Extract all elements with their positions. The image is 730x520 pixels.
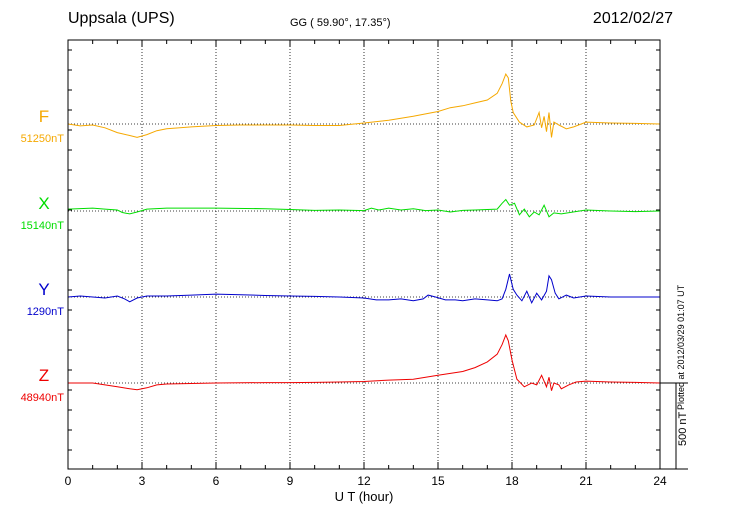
plotted-note: Plotted at 2012/03/29 01:07 UT (676, 284, 686, 410)
series-baseline-f: 51250nT (21, 133, 65, 145)
x-tick-label: 3 (139, 474, 146, 488)
x-tick-label: 18 (505, 474, 519, 488)
x-tick-label: 0 (65, 474, 72, 488)
x-tick-label: 21 (579, 474, 593, 488)
series-baseline-x: 15140nT (21, 220, 65, 232)
plot-frame (67, 39, 661, 470)
series-baseline-z: 48940nT (21, 392, 65, 404)
x-axis-label: U T (hour) (335, 489, 394, 504)
chart-axes (67, 39, 688, 470)
series-line-x (67, 198, 661, 218)
chart-date: 2012/02/27 (592, 10, 673, 27)
series-name-z: Z (39, 366, 49, 385)
series-name-x: X (38, 194, 49, 213)
series-name-y: Y (38, 280, 49, 299)
series-line-y (67, 273, 660, 304)
scale-bar (660, 382, 688, 470)
x-tick-label: 24 (653, 474, 667, 488)
x-tick-label: 15 (431, 474, 445, 488)
series-line-f (67, 73, 661, 138)
series-line-z (68, 333, 661, 391)
station-title: Uppsala (UPS) (68, 10, 175, 27)
chart-series (67, 73, 661, 391)
chart-labels: 0 3 6 9 12 15 18 21 24 U T (hour) F 51250nT X 15140nT… (21, 107, 667, 504)
x-tick-label: 6 (213, 474, 220, 488)
x-tick-label: 9 (287, 474, 294, 488)
series-name-f: F (39, 107, 49, 126)
chart-grid (68, 40, 660, 469)
station-coords: GG ( 59.90°, 17.35°) (290, 17, 391, 29)
scale-bar-label: 500 nT (677, 411, 689, 446)
series-baseline-y: 1290nT (27, 306, 65, 318)
x-tick-label: 12 (357, 474, 371, 488)
